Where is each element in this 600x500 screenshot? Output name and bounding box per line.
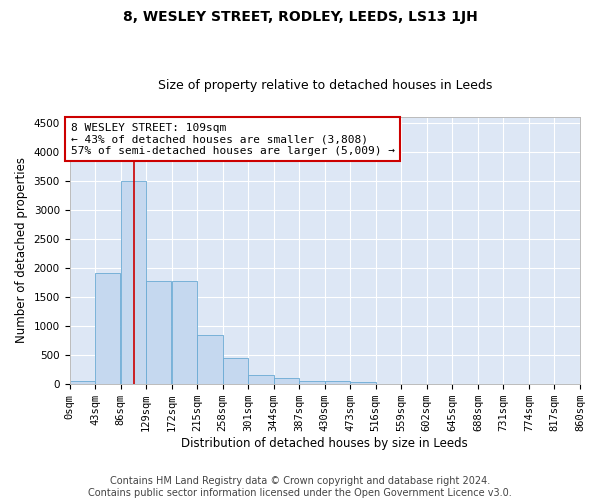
Bar <box>197 335 223 384</box>
Y-axis label: Number of detached properties: Number of detached properties <box>15 158 28 344</box>
Title: Size of property relative to detached houses in Leeds: Size of property relative to detached ho… <box>158 79 492 92</box>
Bar <box>146 282 172 384</box>
Bar <box>248 375 274 384</box>
X-axis label: Distribution of detached houses by size in Leeds: Distribution of detached houses by size … <box>181 437 468 450</box>
Bar <box>350 382 376 384</box>
Bar <box>274 378 299 384</box>
Bar <box>223 358 248 384</box>
Bar <box>121 180 146 384</box>
Bar <box>325 381 350 384</box>
Bar <box>172 282 197 384</box>
Text: Contains HM Land Registry data © Crown copyright and database right 2024.
Contai: Contains HM Land Registry data © Crown c… <box>88 476 512 498</box>
Bar <box>70 382 95 384</box>
Text: 8, WESLEY STREET, RODLEY, LEEDS, LS13 1JH: 8, WESLEY STREET, RODLEY, LEEDS, LS13 1J… <box>122 10 478 24</box>
Text: 8 WESLEY STREET: 109sqm
← 43% of detached houses are smaller (3,808)
57% of semi: 8 WESLEY STREET: 109sqm ← 43% of detache… <box>71 122 395 156</box>
Bar <box>95 272 121 384</box>
Bar <box>299 380 325 384</box>
